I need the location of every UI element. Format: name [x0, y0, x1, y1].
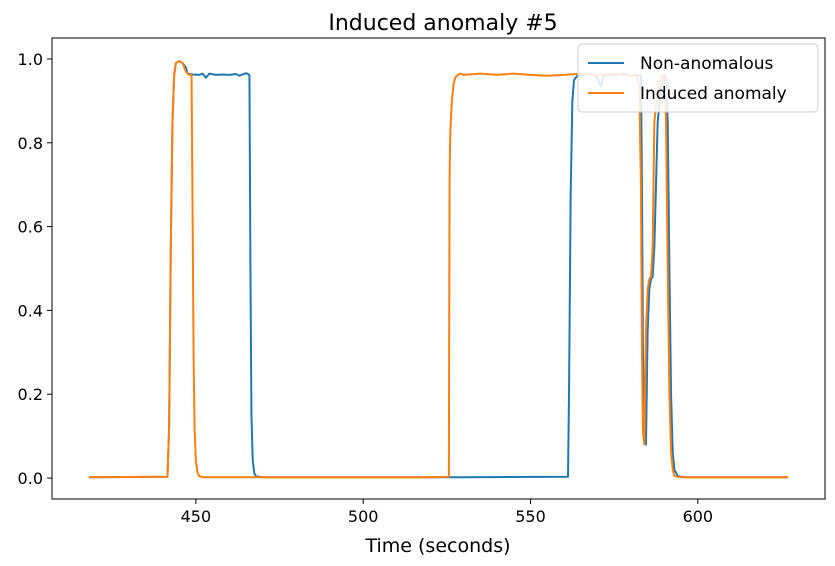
x-axis-label: Time (seconds)	[364, 535, 510, 557]
y-tick-label: 0.0	[18, 469, 43, 488]
y-tick-label: 0.4	[18, 301, 43, 320]
x-tick-label: 550	[515, 507, 546, 526]
series-line-non-anomalous	[88, 60, 789, 479]
y-tick-label: 0.6	[18, 218, 43, 237]
x-tick-label: 600	[683, 507, 714, 526]
x-tick-label: 450	[181, 507, 212, 526]
y-axis-ticks: 0.0 0.2 0.4 0.6 0.8 1.0	[18, 50, 52, 488]
legend-label-induced-anomaly: Induced anomaly	[640, 84, 787, 104]
y-tick-label: 1.0	[18, 50, 43, 69]
x-tick-label: 500	[348, 507, 379, 526]
y-tick-label: 0.8	[18, 134, 43, 153]
axes-frame	[51, 37, 826, 500]
x-axis-ticks: 450 500 550 600	[181, 499, 713, 526]
y-tick-label: 0.2	[18, 385, 43, 404]
legend-box	[577, 43, 819, 113]
legend-label-non-anomalous: Non-anomalous	[640, 54, 773, 74]
legend: Non-anomalous Induced anomaly	[577, 43, 819, 113]
chart-title: Induced anomaly #5	[328, 11, 557, 36]
